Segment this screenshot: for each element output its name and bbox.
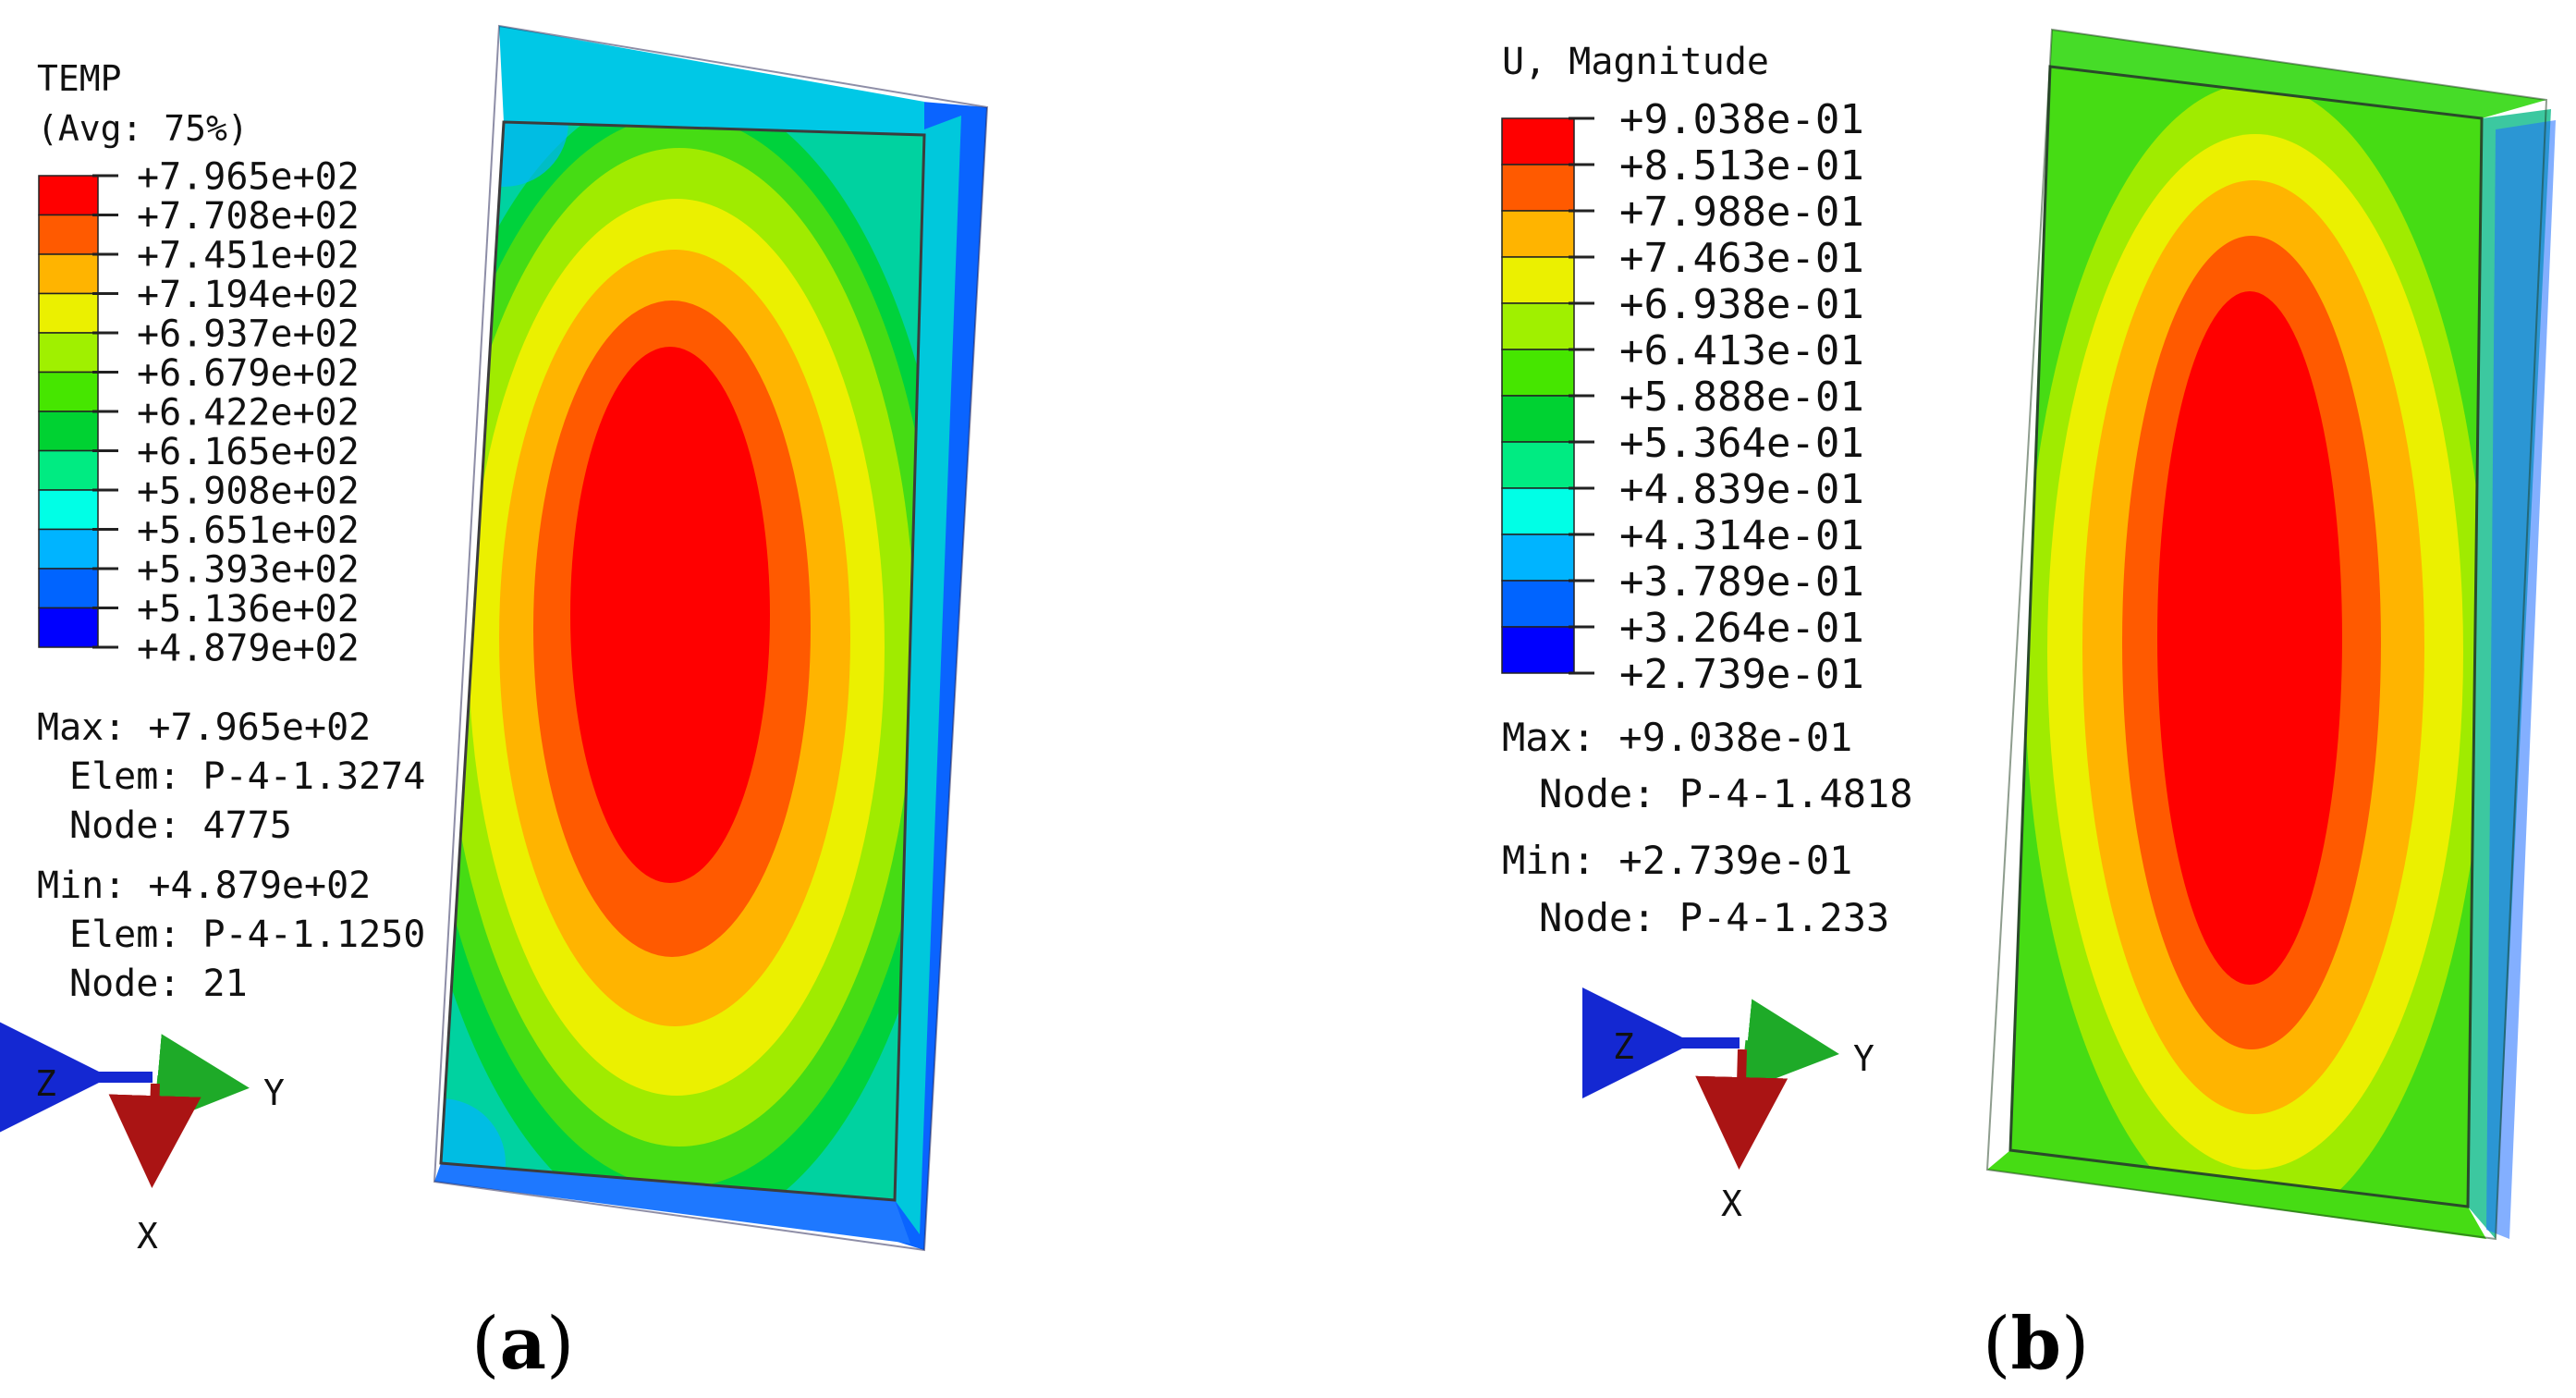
x-axis-arrow bbox=[1695, 1048, 1789, 1170]
legend-value: +3.789e-01 bbox=[1619, 558, 1864, 606]
plate-top-rim bbox=[2050, 30, 2546, 118]
legend-swatch bbox=[1501, 349, 1575, 397]
min-element: Elem: P-4-1.1250 bbox=[69, 914, 425, 956]
legend-swatch bbox=[38, 607, 99, 648]
panel-a: TEMP (Avg: 75%) +7.965e+02+7.708e+02+7.4… bbox=[0, 24, 989, 1386]
legend-swatch bbox=[1501, 580, 1575, 628]
plate-bottom-rim bbox=[1987, 1150, 2486, 1239]
legend-swatch bbox=[38, 332, 99, 374]
max-value: Max: +7.965e+02 bbox=[37, 706, 371, 749]
legend-value: +6.679e+02 bbox=[137, 352, 360, 395]
panel-caption-a: (a) bbox=[471, 1302, 574, 1386]
plate-top-rim bbox=[499, 26, 924, 135]
y-axis-label: Y bbox=[263, 1073, 285, 1113]
legend-displacement: U, Magnitude +9.038e-01+8.513e-01+7.988e… bbox=[1501, 41, 1864, 698]
y-axis-arrow bbox=[1742, 999, 1839, 1091]
legend-value: +3.264e-01 bbox=[1619, 605, 1864, 652]
legend-swatch bbox=[1501, 256, 1575, 304]
legend-value: +7.194e+02 bbox=[137, 274, 360, 316]
y-axis-arrow bbox=[153, 1034, 250, 1126]
legend-swatch bbox=[38, 411, 99, 452]
legend-color-bar bbox=[1501, 116, 1594, 675]
legend-temp: TEMP (Avg: 75%) +7.965e+02+7.708e+02+7.4… bbox=[37, 58, 360, 669]
legend-value: +5.651e+02 bbox=[137, 509, 360, 552]
legend-value: +5.364e-01 bbox=[1619, 420, 1864, 467]
legend-swatch bbox=[38, 371, 99, 412]
max-value: Max: +9.038e-01 bbox=[1502, 715, 1852, 760]
legend-value: +2.739e-01 bbox=[1619, 651, 1864, 698]
legend-value: +7.451e+02 bbox=[137, 234, 360, 276]
legend-swatch bbox=[1501, 626, 1575, 674]
legend-value: +9.038e-01 bbox=[1619, 96, 1864, 143]
min-value: Min: +2.739e-01 bbox=[1502, 838, 1852, 883]
legend-swatch bbox=[1501, 533, 1575, 582]
temperature-contour-plot bbox=[433, 24, 989, 1252]
legend-swatch bbox=[38, 568, 99, 609]
legend-value: +5.908e+02 bbox=[137, 470, 360, 512]
legend-value: +6.165e+02 bbox=[137, 431, 360, 473]
max-element: Elem: P-4-1.3274 bbox=[69, 755, 425, 798]
legend-swatch bbox=[38, 253, 99, 295]
legend-value: +6.938e-01 bbox=[1619, 281, 1864, 328]
legend-swatch bbox=[38, 292, 99, 334]
legend-value: +7.708e+02 bbox=[137, 195, 360, 238]
legend-swatch bbox=[38, 449, 99, 491]
min-value: Min: +4.879e+02 bbox=[37, 865, 371, 907]
legend-value: +7.988e-01 bbox=[1619, 189, 1864, 236]
panel-b: U, Magnitude +9.038e-01+8.513e-01+7.988e… bbox=[1501, 28, 2556, 1386]
legend-color-bar bbox=[38, 174, 118, 649]
legend-title: U, Magnitude bbox=[1502, 41, 1769, 83]
legend-swatch bbox=[38, 214, 99, 255]
x-axis-arrow bbox=[108, 1083, 201, 1188]
legend-swatch bbox=[1501, 487, 1575, 535]
max-node: Node: 4775 bbox=[69, 804, 292, 847]
result-extrema: Max: +7.965e+02 Elem: P-4-1.3274 Node: 4… bbox=[37, 706, 425, 1005]
legend-value-labels: +9.038e-01+8.513e-01+7.988e-01+7.463e-01… bbox=[1619, 96, 1864, 698]
max-node: Node: P-4-1.4818 bbox=[1539, 771, 1913, 816]
x-axis-label: X bbox=[1721, 1183, 1742, 1224]
min-node: Node: 21 bbox=[69, 963, 248, 1005]
z-axis-label: Z bbox=[1613, 1026, 1634, 1067]
legend-swatch bbox=[1501, 117, 1575, 166]
legend-swatch bbox=[1501, 395, 1575, 443]
legend-swatch bbox=[38, 528, 99, 570]
legend-swatch bbox=[1501, 210, 1575, 258]
legend-value: +5.136e+02 bbox=[137, 588, 360, 631]
min-node: Node: P-4-1.233 bbox=[1539, 895, 1889, 940]
legend-value: +4.879e+02 bbox=[137, 627, 360, 669]
legend-swatch bbox=[1501, 302, 1575, 350]
legend-swatch bbox=[1501, 441, 1575, 489]
displacement-contour-plot bbox=[1985, 28, 2556, 1241]
legend-value-labels: +7.965e+02+7.708e+02+7.451e+02+7.194e+02… bbox=[137, 155, 360, 669]
legend-value: +7.965e+02 bbox=[137, 155, 360, 198]
y-axis-label: Y bbox=[1853, 1038, 1874, 1079]
legend-swatch bbox=[1501, 164, 1575, 212]
z-axis-label: Z bbox=[35, 1063, 56, 1104]
legend-value: +6.937e+02 bbox=[137, 313, 360, 355]
result-extrema: Max: +9.038e-01 Node: P-4-1.4818 Min: +2… bbox=[1502, 715, 1913, 940]
legend-value: +8.513e-01 bbox=[1619, 142, 1864, 190]
legend-value: +4.839e-01 bbox=[1619, 466, 1864, 513]
axis-triad: Z Y X bbox=[1582, 987, 1874, 1224]
plate-side-inner bbox=[895, 116, 961, 1234]
legend-value: +4.314e-01 bbox=[1619, 512, 1864, 559]
legend-swatch bbox=[38, 175, 99, 216]
legend-value: +6.413e-01 bbox=[1619, 327, 1864, 374]
legend-value: +6.422e+02 bbox=[137, 391, 360, 434]
legend-swatch bbox=[38, 489, 99, 531]
legend-subtitle: (Avg: 75%) bbox=[37, 108, 249, 149]
legend-value: +5.888e-01 bbox=[1619, 374, 1864, 421]
panel-caption-b: (b) bbox=[1983, 1302, 2089, 1386]
legend-value: +7.463e-01 bbox=[1619, 235, 1864, 282]
axis-triad: Z Y X bbox=[0, 1022, 285, 1257]
legend-value: +5.393e+02 bbox=[137, 548, 360, 591]
plate-bottom-rim bbox=[434, 1163, 910, 1244]
x-axis-label: X bbox=[137, 1216, 158, 1257]
legend-title: TEMP bbox=[37, 58, 122, 99]
